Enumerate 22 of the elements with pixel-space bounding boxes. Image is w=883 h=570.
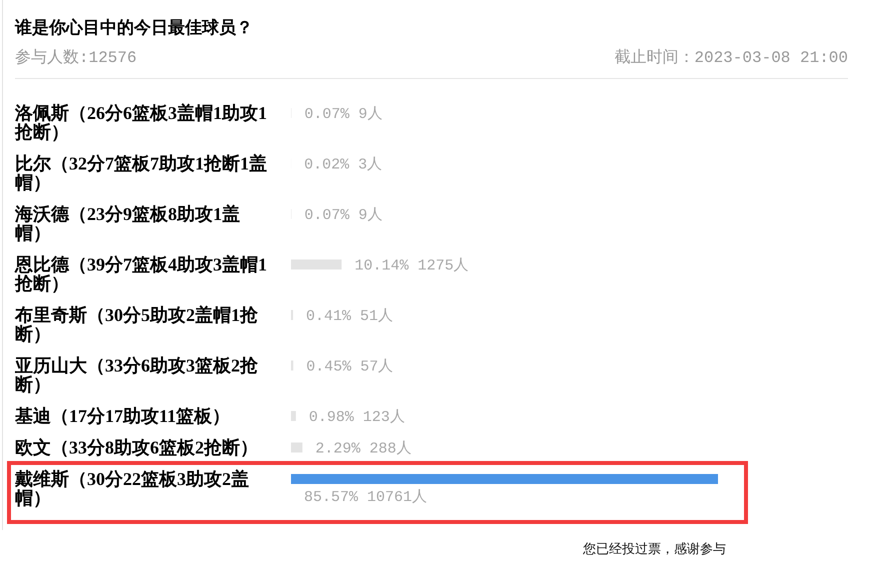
value-label: 0.41% 51人 — [306, 308, 394, 325]
value-label: 10.14% 1275人 — [354, 258, 469, 274]
category-label: 布里奇斯（30分5助攻2盖帽1抢断） — [15, 305, 258, 344]
category-label: 基迪（17分17助攻11篮板） — [15, 406, 230, 426]
value-label: 0.07% 9人 — [304, 207, 382, 224]
category-label: 亚历山大（33分6助攻3篮板2抢断） — [15, 356, 258, 394]
category-label: 戴维斯（30分22篮板3助攻2盖帽） — [15, 469, 249, 508]
value-label: 0.02% 3人 — [304, 156, 382, 174]
category-label: 欧文（33分8助攻6篮板2抢断） — [15, 438, 258, 458]
category-label: 洛佩斯（26分6篮板3盖帽1助攻1抢断） — [15, 103, 267, 142]
annotation: 截止时间：2023-03-08 21:00 — [614, 49, 848, 67]
value-label: 0.45% 57人 — [306, 358, 394, 376]
subtitle: 参与人数:12576 — [15, 49, 137, 67]
annotation: 您已经投过票，感谢参与 — [583, 541, 726, 556]
category-label: 比尔（32分7篮板7助攻1抢断1盖帽） — [15, 154, 267, 192]
value-label: 2.29% 288人 — [315, 440, 412, 458]
value-label: 85.57% 10761人 — [304, 489, 428, 506]
value-label: 0.98% 123人 — [308, 409, 405, 426]
value-label: 0.07% 9人 — [304, 106, 382, 123]
category-label: 海沃德（23分9篮板8助攻1盖帽） — [15, 204, 240, 243]
title: 谁是你心目中的今日最佳球员？ — [15, 18, 253, 37]
category-label: 恩比德（39分7篮板4助攻3盖帽1抢断） — [15, 254, 267, 294]
